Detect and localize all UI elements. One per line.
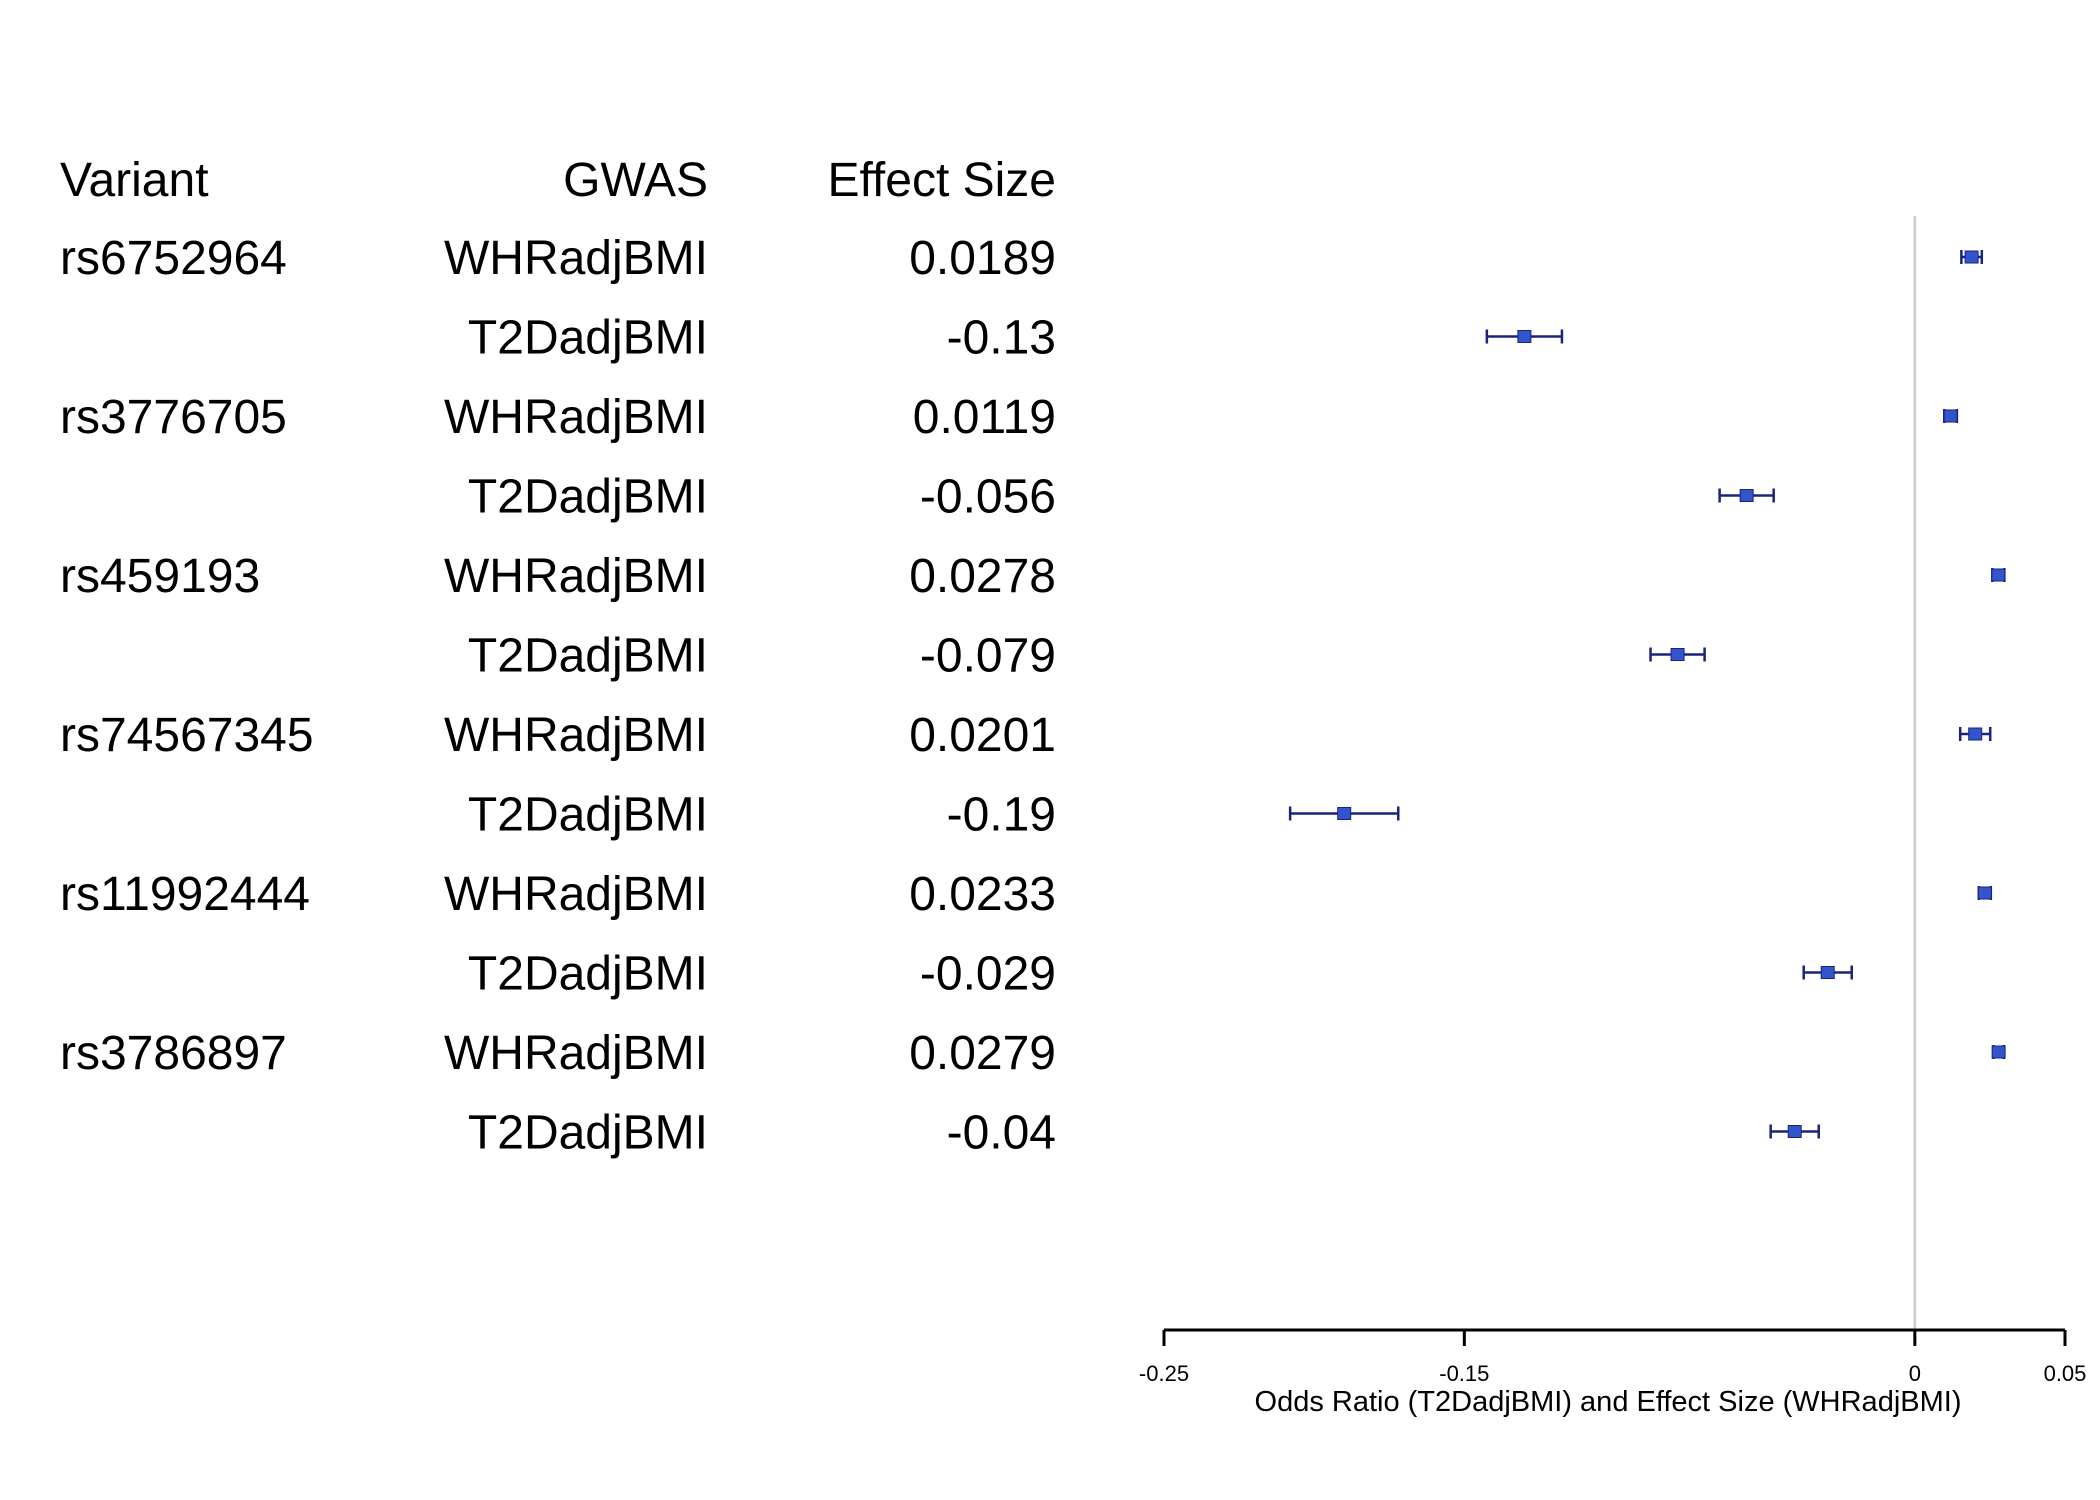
effect-point [1517,330,1532,343]
effect-size-label: -0.19 [947,789,1056,842]
gwas-label: T2DadjBMI [468,471,708,524]
effect-point [1968,727,1983,741]
variant-label: rs74567345 [60,709,314,762]
gwas-label: T2DadjBMI [468,312,708,365]
effect-point [1820,966,1835,979]
effect-size-label: -0.079 [920,630,1056,683]
gwas-label: T2DadjBMI [468,1107,708,1160]
effect-size-label: 0.0279 [909,1027,1056,1080]
effect-size-label: -0.056 [920,471,1056,524]
effect-size-label: 0.0201 [909,709,1056,762]
effect-point [1787,1125,1802,1138]
effect-size-label: 0.0278 [909,550,1056,603]
effect-point [1670,648,1685,661]
gwas-label: WHRadjBMI [444,868,708,921]
variant-label: rs3776705 [60,391,287,444]
effect-size-label: -0.13 [947,312,1056,365]
gwas-label: WHRadjBMI [444,1027,708,1080]
effect-point [1337,807,1352,820]
effect-point [1739,489,1754,502]
gwas-label: WHRadjBMI [444,709,708,762]
variant-label: rs459193 [60,550,260,603]
effect-point [1977,886,1992,900]
effect-point [1943,409,1958,423]
variant-column-header: Variant [60,154,209,207]
effect-size-label: 0.0189 [909,232,1056,285]
x-tick-label: -0.25 [1139,1361,1189,1386]
variant-label: rs6752964 [60,232,287,285]
variant-label: rs3786897 [60,1027,287,1080]
x-tick-label: -0.15 [1439,1361,1489,1386]
x-axis-title: Odds Ratio (T2DadjBMI) and Effect Size (… [1255,1386,1962,1418]
table-rows: rs6752964 WHRadjBMI 0.0189 T2DadjBMI -0.13 rs… [60,232,1056,1160]
effect-size-column-header: Effect Size [827,154,1056,207]
variant-label: rs11992444 [60,868,310,921]
x-tick-label: 0 [1909,1361,1921,1386]
gwas-label: WHRadjBMI [444,232,708,285]
effect-size-label: 0.0119 [913,391,1056,444]
table-header: Variant GWAS Effect Size [60,154,1056,207]
forest-marks [1288,250,2006,1139]
effect-point [1964,250,1979,264]
effect-size-label: -0.029 [920,948,1056,1001]
x-tick-label: 0.05 [2044,1361,2087,1386]
gwas-label: T2DadjBMI [468,948,708,1001]
gwas-label: WHRadjBMI [444,391,708,444]
effect-point [1991,568,2006,582]
effect-size-label: -0.04 [947,1107,1056,1160]
effect-size-label: 0.0233 [909,868,1056,921]
x-axis: -0.25 -0.15 0 0.05 [1139,1328,2087,1386]
gwas-column-header: GWAS [563,154,708,207]
gwas-label: T2DadjBMI [468,789,708,842]
gwas-label: WHRadjBMI [444,550,708,603]
effect-point [1991,1045,2006,1059]
gwas-label: T2DadjBMI [468,630,708,683]
